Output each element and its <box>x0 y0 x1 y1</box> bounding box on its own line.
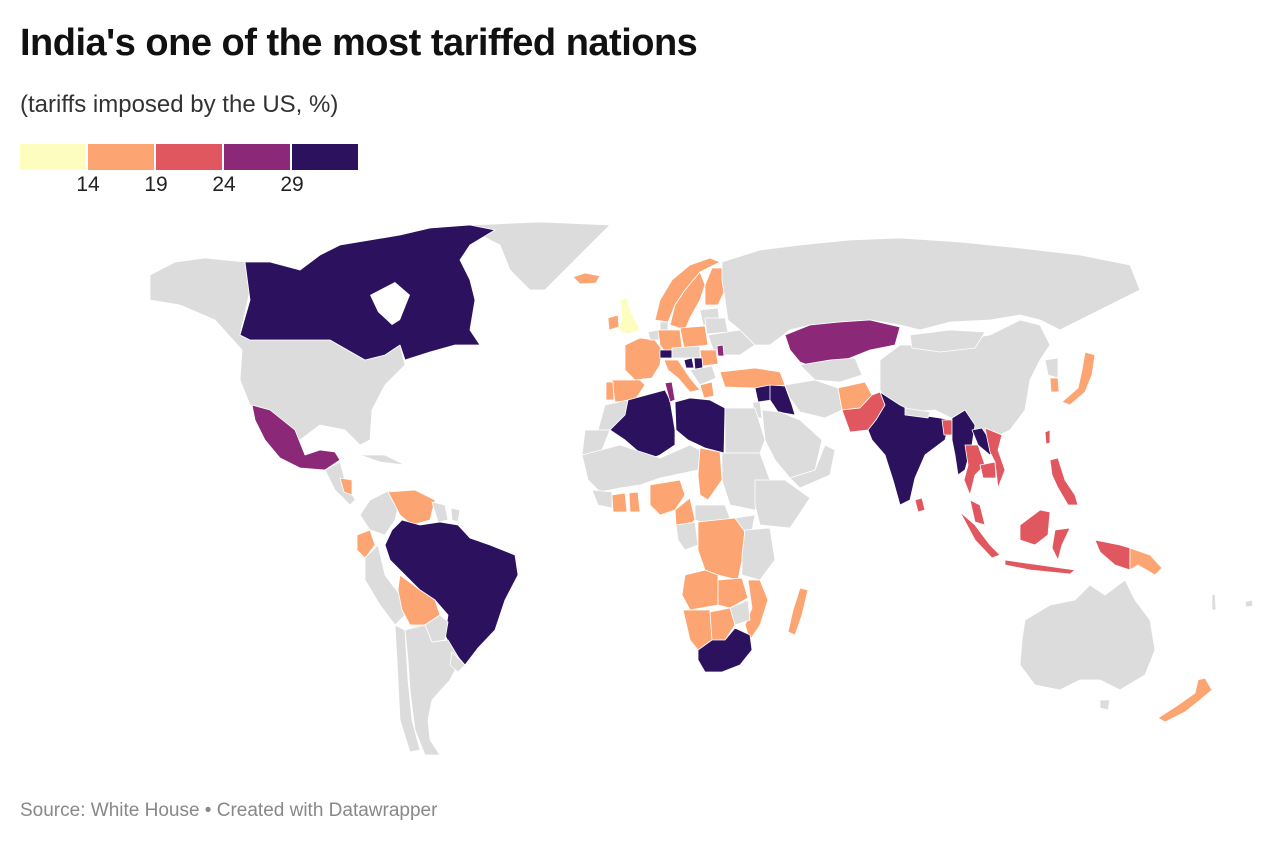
country-canada[interactable] <box>239 224 496 361</box>
country-moldova[interactable] <box>716 344 725 357</box>
country-japan[interactable] <box>1061 351 1096 406</box>
country-switzerland[interactable] <box>659 349 673 359</box>
region-horn-of-africa[interactable] <box>754 479 811 529</box>
country-indonesia-borneo[interactable] <box>1019 509 1051 546</box>
region-central-america[interactable] <box>324 461 356 506</box>
country-australia[interactable] <box>1019 579 1156 691</box>
hudson-bay <box>370 282 410 325</box>
country-saudi-arabia[interactable] <box>761 409 823 479</box>
country-italy[interactable] <box>663 359 701 393</box>
country-mongolia[interactable] <box>909 329 986 353</box>
country-france[interactable] <box>624 337 663 381</box>
country-zambia[interactable] <box>717 577 749 609</box>
country-nepal[interactable] <box>904 407 931 419</box>
chart-title: India's one of the most tariffed nations <box>20 22 698 64</box>
country-ivory-coast[interactable] <box>611 492 628 513</box>
country-libya[interactable] <box>674 397 726 454</box>
country-spain[interactable] <box>611 379 646 403</box>
legend-label: 29 <box>280 173 304 196</box>
country-indonesia-papua[interactable] <box>1094 539 1131 571</box>
region-balkans[interactable] <box>689 365 717 386</box>
region-yemen-oman[interactable] <box>789 444 836 489</box>
country-russia[interactable] <box>721 237 1141 346</box>
country-guyana[interactable] <box>431 501 449 523</box>
country-taiwan[interactable] <box>1044 429 1051 445</box>
country-united-kingdom[interactable] <box>617 297 641 335</box>
region-sahel[interactable] <box>581 444 701 493</box>
country-uruguay[interactable] <box>449 651 466 673</box>
country-bosnia[interactable] <box>683 357 695 369</box>
country-ecuador[interactable] <box>356 529 376 559</box>
country-ireland[interactable] <box>607 314 620 331</box>
country-egypt[interactable] <box>724 407 766 454</box>
country-ghana[interactable] <box>628 491 641 513</box>
country-poland[interactable] <box>679 325 709 349</box>
region-east-africa[interactable] <box>741 527 776 581</box>
country-nicaragua[interactable] <box>339 477 353 496</box>
country-cambodia[interactable] <box>979 461 997 479</box>
legend-swatch-bin-1 <box>88 144 154 170</box>
country-thailand[interactable] <box>963 444 986 496</box>
legend-label: 14 <box>76 173 100 196</box>
country-portugal[interactable] <box>605 381 615 401</box>
country-madagascar[interactable] <box>787 587 809 636</box>
country-south-africa[interactable] <box>697 627 753 673</box>
country-kazakhstan[interactable] <box>784 319 901 369</box>
country-myanmar[interactable] <box>951 409 976 476</box>
country-new-zealand[interactable] <box>1157 677 1213 723</box>
country-angola[interactable] <box>681 569 719 611</box>
legend-swatch-bin-3 <box>224 144 290 170</box>
country-united-states[interactable] <box>149 257 406 461</box>
legend-swatch-bin-0 <box>20 144 86 170</box>
country-mexico[interactable] <box>251 404 341 471</box>
country-malaysia[interactable] <box>969 499 986 526</box>
country-greenland[interactable] <box>469 221 611 291</box>
region-gabon-congo[interactable] <box>675 521 699 551</box>
country-indonesia-java[interactable] <box>1004 559 1076 575</box>
world-map <box>149 221 1254 756</box>
country-chad[interactable] <box>697 447 723 501</box>
country-south-korea[interactable] <box>1049 377 1060 393</box>
region-guinea[interactable] <box>591 489 613 509</box>
country-suriname[interactable] <box>450 507 461 523</box>
chart-subtitle: (tariffs imposed by the US, %) <box>20 91 339 118</box>
country-cuba[interactable] <box>359 454 406 466</box>
country-tunisia[interactable] <box>664 381 676 403</box>
region-tasmania[interactable] <box>1099 699 1111 711</box>
color-legend <box>20 144 358 170</box>
country-syria[interactable] <box>754 384 773 403</box>
country-argentina[interactable] <box>404 624 461 756</box>
country-brazil[interactable] <box>384 519 519 666</box>
legend-label: 19 <box>144 173 168 196</box>
country-indonesia[interactable] <box>959 511 1001 559</box>
country-north-korea[interactable] <box>1044 357 1059 379</box>
country-papua-new-guinea[interactable] <box>1129 547 1163 576</box>
country-iran[interactable] <box>784 379 843 419</box>
country-iceland[interactable] <box>572 272 601 285</box>
country-chile[interactable] <box>394 624 421 753</box>
country-venezuela[interactable] <box>387 489 436 526</box>
country-botswana[interactable] <box>709 607 736 641</box>
country-fiji[interactable] <box>1244 599 1254 608</box>
region-central-europe[interactable] <box>671 345 701 359</box>
country-iraq[interactable] <box>769 384 796 416</box>
legend-label: 24 <box>212 173 236 196</box>
country-greece[interactable] <box>699 381 715 399</box>
country-belarus[interactable] <box>704 317 729 335</box>
legend-labels: 14 19 24 29 <box>20 173 360 199</box>
country-philippines[interactable] <box>1049 457 1079 506</box>
legend-swatch-bin-4 <box>292 144 358 170</box>
country-vietnam[interactable] <box>984 427 1006 489</box>
legend-swatch-bin-2 <box>156 144 222 170</box>
country-vanuatu[interactable] <box>1211 593 1217 611</box>
country-mozambique[interactable] <box>744 579 769 641</box>
source-footer: Source: White House • Created with Dataw… <box>20 800 438 821</box>
country-india[interactable] <box>867 391 951 506</box>
country-norway[interactable] <box>654 257 721 323</box>
country-indonesia-sulawesi[interactable] <box>1051 527 1071 561</box>
country-sri-lanka[interactable] <box>914 497 926 513</box>
